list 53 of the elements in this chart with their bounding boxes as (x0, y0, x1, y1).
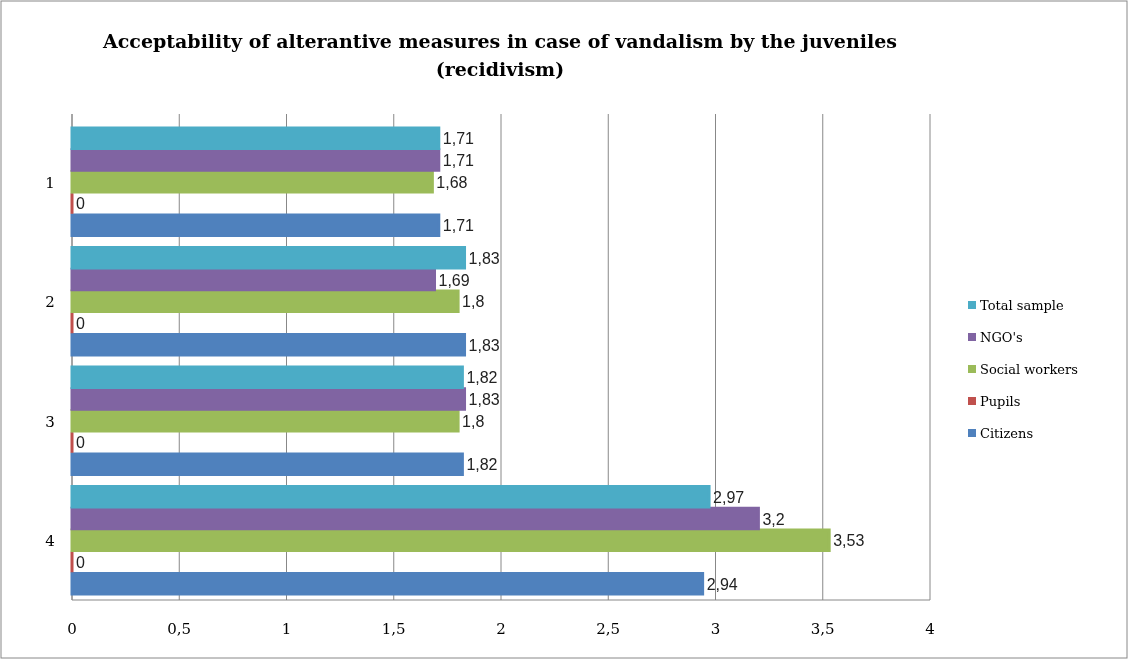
data-label: 1,83 (468, 249, 500, 267)
data-label: 1,83 (468, 391, 500, 409)
data-label: 1,71 (442, 130, 475, 148)
y-tick-label: 4 (45, 532, 55, 551)
data-label: 3,53 (833, 532, 865, 550)
data-label: 2,94 (706, 575, 738, 593)
y-tick-label: 2 (45, 293, 55, 312)
x-tick-label: 3,5 (810, 620, 835, 638)
x-tick-label: 1 (281, 620, 292, 638)
data-label: 1,83 (468, 336, 500, 354)
x-tick-label: 3 (710, 620, 721, 638)
data-label: 1,8 (462, 412, 485, 430)
bar (70, 245, 467, 270)
bar (70, 452, 464, 477)
bar (70, 213, 441, 238)
bar (70, 484, 711, 509)
legend-label: NGO's (980, 330, 1023, 345)
y-tick-label: 3 (45, 412, 55, 431)
bar (70, 387, 467, 411)
bar (70, 289, 460, 314)
x-tick-label: 1,5 (381, 620, 406, 638)
y-tick-label: 1 (45, 173, 55, 192)
data-label: 1,69 (438, 271, 470, 289)
data-label: 1,68 (436, 173, 468, 191)
x-tick-label: 4 (925, 620, 935, 638)
x-tick-label: 0,5 (167, 620, 192, 638)
data-label: 0 (76, 314, 85, 332)
x-tick-label: 2 (496, 620, 506, 638)
bar (70, 528, 831, 553)
data-label: 0 (76, 434, 85, 452)
bar (70, 169, 434, 194)
legend-label: Pupils (980, 394, 1021, 409)
legend-label: Total sample (980, 298, 1064, 313)
bar (70, 571, 705, 596)
data-label: 3,2 (762, 510, 785, 528)
bar (70, 148, 441, 172)
data-label: 1,71 (442, 152, 475, 170)
bar (70, 408, 460, 433)
x-tick-label: 0 (67, 620, 77, 638)
chart-title: Acceptability of alterantive measures in case of vandalism by the juveniles (recidivism) (102, 30, 897, 80)
data-label: 1,71 (442, 217, 475, 235)
legend-label: Social workers (980, 362, 1078, 377)
data-label: 1,8 (462, 293, 485, 311)
data-label: 1,82 (466, 456, 498, 474)
bar (70, 332, 467, 357)
x-tick-label: 2,5 (596, 620, 621, 638)
data-label: 1,82 (466, 369, 498, 387)
data-label: 0 (76, 195, 85, 213)
legend-label: Citizens (980, 426, 1034, 441)
data-label: 0 (76, 553, 85, 571)
bar (70, 126, 441, 151)
bar (70, 365, 464, 390)
data-label: 2,97 (713, 488, 745, 506)
